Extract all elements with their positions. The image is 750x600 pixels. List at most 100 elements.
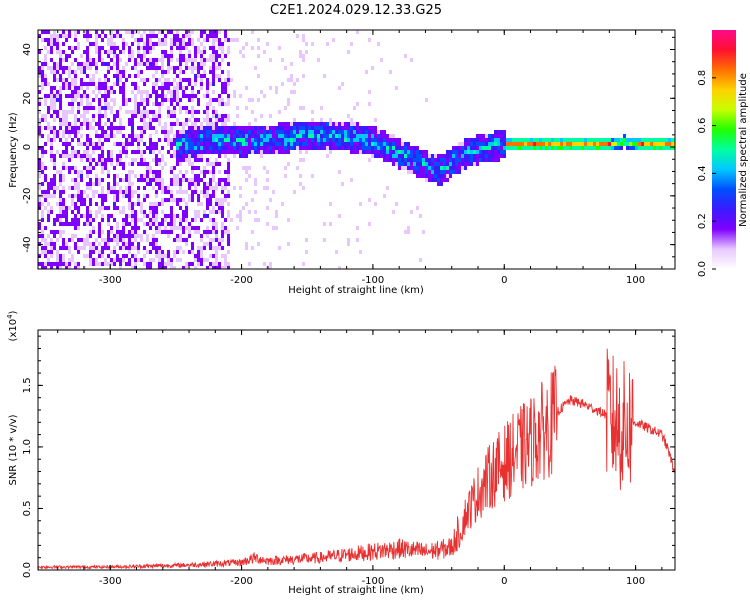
spectrogram-cell — [293, 190, 296, 194]
spectrogram-cell — [92, 78, 95, 82]
spectrogram-cell — [176, 234, 179, 238]
spectrogram-cell — [86, 154, 89, 158]
spectrogram-cell — [236, 130, 239, 134]
spectrogram-cell — [572, 142, 575, 146]
spectrogram-cell — [389, 146, 392, 150]
spectrogram-cell — [47, 234, 50, 238]
spectrogram-cell — [227, 266, 230, 269]
spectrogram-cell — [335, 130, 338, 134]
spectrogram-cell — [314, 146, 317, 150]
spectrogram-cell — [68, 86, 71, 90]
spectrogram-cell — [92, 106, 95, 110]
spectrogram-cell — [188, 42, 191, 46]
spectrogram-cell — [110, 230, 113, 234]
spectrogram-cell — [122, 74, 125, 78]
spectrogram-cell — [410, 162, 413, 166]
spectrogram-cell — [98, 262, 101, 266]
spectrogram-cell — [449, 174, 452, 178]
spectrogram-cell — [161, 90, 164, 94]
spectrogram-cell — [386, 146, 389, 150]
spectrogram-cell — [620, 146, 623, 150]
spectrogram-cell — [218, 62, 221, 66]
spectrogram-cell — [242, 154, 245, 158]
spectrogram-cell — [89, 246, 92, 250]
spectrogram-cell — [311, 146, 314, 150]
spectrogram-cell — [71, 102, 74, 106]
spectrogram-cell — [98, 118, 101, 122]
spectrogram-cell — [353, 130, 356, 134]
spectrogram-cell — [41, 238, 44, 242]
spectrogram-cell — [194, 142, 197, 146]
spectrogram-cell — [92, 158, 95, 162]
spectrogram-cell — [41, 30, 44, 34]
spectrogram-cell — [119, 90, 122, 94]
x-tick-label: -100 — [362, 576, 385, 587]
spectrogram-cell — [251, 46, 254, 50]
spectrogram-cell — [296, 78, 299, 82]
spectrogram-cell — [392, 146, 395, 150]
spectrogram-cell — [299, 126, 302, 130]
spectrogram-cell — [218, 206, 221, 210]
spectrogram-cell — [287, 218, 290, 222]
spectrogram-cell — [185, 158, 188, 162]
spectrogram-cell — [443, 166, 446, 170]
spectrogram-cell — [482, 158, 485, 162]
spectrogram-cell — [62, 78, 65, 82]
spectrogram-cell — [245, 86, 248, 90]
spectrogram-cell — [89, 162, 92, 166]
spectrogram-cell — [644, 138, 647, 142]
spectrogram-cell — [41, 154, 44, 158]
spectrogram-cell — [452, 170, 455, 174]
spectrogram-cell — [668, 146, 671, 150]
spectrogram-cell — [527, 146, 530, 150]
spectrogram-cell — [197, 158, 200, 162]
spectrogram-cell — [80, 194, 83, 198]
spectrogram-cell — [182, 146, 185, 150]
spectrogram-cell — [44, 254, 47, 258]
spectrogram-cell — [236, 126, 239, 130]
spectrogram-cell — [41, 202, 44, 206]
spectrogram-cell — [98, 222, 101, 226]
spectrogram-cell — [179, 62, 182, 66]
spectrogram-cell — [233, 38, 236, 42]
spectrogram-cell — [278, 246, 281, 250]
spectrogram-cell — [470, 158, 473, 162]
spectrogram-cell — [128, 186, 131, 190]
spectrogram-cell — [74, 222, 77, 226]
spectrogram-cell — [452, 154, 455, 158]
spectrogram-cell — [410, 170, 413, 174]
spectrogram-cell — [113, 166, 116, 170]
spectrogram-cell — [161, 42, 164, 46]
spectrogram-cell — [218, 170, 221, 174]
spectrogram-cell — [152, 174, 155, 178]
spectrogram-cell — [299, 106, 302, 110]
spectrogram-cell — [443, 162, 446, 166]
spectrogram-cell — [152, 170, 155, 174]
spectrogram-cell — [209, 266, 212, 269]
spectrogram-cell — [113, 34, 116, 38]
spectrogram-cell — [203, 58, 206, 62]
spectrogram-cell — [461, 150, 464, 154]
spectrogram-cell — [71, 166, 74, 170]
spectrogram-cell — [38, 134, 41, 138]
spectrogram-cell — [326, 138, 329, 142]
spectrogram-cell — [203, 182, 206, 186]
spectrogram-cell — [203, 46, 206, 50]
spectrogram-cell — [206, 130, 209, 134]
spectrogram-cell — [194, 126, 197, 130]
spectrogram-cell — [161, 66, 164, 70]
spectrogram-cell — [404, 146, 407, 150]
spectrogram-cell — [182, 210, 185, 214]
spectrogram-cell — [95, 46, 98, 50]
spectrogram-cell — [98, 106, 101, 110]
spectrogram-cell — [74, 30, 77, 34]
spectrogram-cell — [311, 122, 314, 126]
spectrogram-cell — [158, 94, 161, 98]
spectrogram-cell — [656, 138, 659, 142]
spectrogram-cell — [512, 142, 515, 146]
spectrogram-cell — [257, 146, 260, 150]
spectrogram-cell — [278, 126, 281, 130]
spectrogram-cell — [233, 134, 236, 138]
spectrogram-cell — [50, 158, 53, 162]
spectrogram-cell — [179, 58, 182, 62]
